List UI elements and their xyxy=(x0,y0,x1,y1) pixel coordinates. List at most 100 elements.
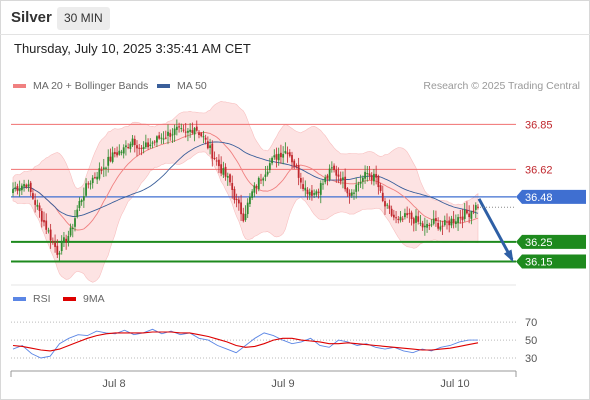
candle-bullish xyxy=(71,227,74,230)
candle-bearish xyxy=(437,222,440,229)
candle-bullish xyxy=(18,188,21,192)
candle-bearish xyxy=(459,217,462,219)
candle-bullish xyxy=(47,230,50,232)
candle-bullish xyxy=(277,153,280,161)
candle-bearish xyxy=(392,214,395,218)
candle-bearish xyxy=(346,188,349,194)
rsi-line xyxy=(12,328,478,359)
candle-bearish xyxy=(286,152,289,155)
candle-bearish xyxy=(260,179,262,181)
legend-rsi-label: RSI xyxy=(33,293,51,305)
x-tick-label: Jul 10 xyxy=(440,378,469,390)
candle-bearish xyxy=(377,175,380,188)
bollinger-band xyxy=(12,100,479,283)
research-credit: Research © 2025 Trading Central xyxy=(423,80,580,92)
candle-bullish xyxy=(454,221,457,225)
candle-bearish xyxy=(140,147,143,149)
candle-bullish xyxy=(82,196,85,201)
x-tick-label: Jul 9 xyxy=(271,378,294,390)
candle-bearish xyxy=(335,169,338,176)
candle-bearish xyxy=(198,132,200,136)
candle-bearish xyxy=(211,143,214,159)
candle-bearish xyxy=(297,165,300,178)
candle-bearish xyxy=(153,141,156,143)
candle-bullish xyxy=(74,218,76,227)
level-tag-bg xyxy=(516,189,586,204)
candle-bearish xyxy=(51,241,54,243)
candle-bearish xyxy=(401,218,404,220)
candle-bearish xyxy=(428,224,431,226)
level-tag-36-15: 36.15 xyxy=(516,254,586,269)
candle-bullish xyxy=(226,176,229,178)
candle-bullish xyxy=(125,145,127,148)
candle-bearish xyxy=(195,126,198,131)
legend-ma50: MA 50 xyxy=(157,80,207,92)
candle-bullish xyxy=(175,126,178,130)
candle-bearish xyxy=(240,202,242,215)
candle-bearish xyxy=(169,132,172,137)
candle-bullish xyxy=(342,177,344,180)
candle-bullish xyxy=(439,226,442,230)
candle-bullish xyxy=(102,167,105,170)
candle-bullish xyxy=(282,153,285,158)
candle-bullish xyxy=(373,173,375,182)
candle-bullish xyxy=(350,192,353,196)
candle-bullish xyxy=(308,191,311,196)
candle-bullish xyxy=(313,193,316,195)
candle-bullish xyxy=(415,215,417,223)
level-label-36-62: 36.62 xyxy=(525,164,553,176)
legend-9ma: 9MA xyxy=(63,293,105,305)
candle-bearish xyxy=(138,147,141,149)
candle-bullish xyxy=(107,156,110,166)
candle-bearish xyxy=(29,182,32,193)
candle-bearish xyxy=(218,159,220,167)
legend-ma20-label: MA 20 + Bollinger Bands xyxy=(33,80,149,92)
forecast-arrow-head xyxy=(503,249,514,263)
candle-bearish xyxy=(49,229,52,241)
candle-bearish xyxy=(397,218,400,220)
candle-bearish xyxy=(344,176,347,190)
candle-bearish xyxy=(164,137,167,139)
ma9-swatch xyxy=(63,297,76,301)
candle-bearish xyxy=(384,201,386,207)
candle-bullish xyxy=(89,183,92,185)
candle-bearish xyxy=(54,242,56,247)
candle-bullish xyxy=(193,128,196,135)
candle-bullish xyxy=(268,163,271,171)
candle-bullish xyxy=(304,187,307,191)
candle-bearish xyxy=(333,165,335,171)
candle-bearish xyxy=(237,199,240,204)
candle-bullish xyxy=(60,240,63,252)
candle-bearish xyxy=(255,186,258,188)
candle-bullish xyxy=(386,204,389,206)
candle-bullish xyxy=(353,192,355,194)
candle-bullish xyxy=(426,223,428,228)
candle-bearish xyxy=(472,210,475,212)
candle-bearish xyxy=(87,183,90,185)
candle-bullish xyxy=(144,142,147,148)
candle-bearish xyxy=(200,133,203,137)
timeframe-button[interactable]: 30 MIN xyxy=(57,7,110,30)
candle-bearish xyxy=(224,166,227,177)
candle-bullish xyxy=(58,252,61,255)
candle-bearish xyxy=(466,209,468,214)
candle-bearish xyxy=(370,175,373,181)
candle-bearish xyxy=(25,184,28,188)
candle-bullish xyxy=(12,189,14,194)
candle-bullish xyxy=(399,216,402,221)
candle-bullish xyxy=(76,209,79,217)
candle-bullish xyxy=(209,145,211,148)
ma50-line xyxy=(12,141,479,217)
candle-bullish xyxy=(432,218,435,224)
candle-bearish xyxy=(288,152,291,157)
candle-bearish xyxy=(412,218,415,224)
candle-bullish xyxy=(173,128,176,135)
candle-bullish xyxy=(443,219,446,226)
candle-bearish xyxy=(326,175,329,178)
candle-bearish xyxy=(32,193,34,199)
candle-bearish xyxy=(295,165,298,167)
candle-bearish xyxy=(291,155,293,163)
candle-bullish xyxy=(151,142,154,144)
candle-bullish xyxy=(122,147,125,154)
level-tag-text: 36.25 xyxy=(525,237,553,249)
